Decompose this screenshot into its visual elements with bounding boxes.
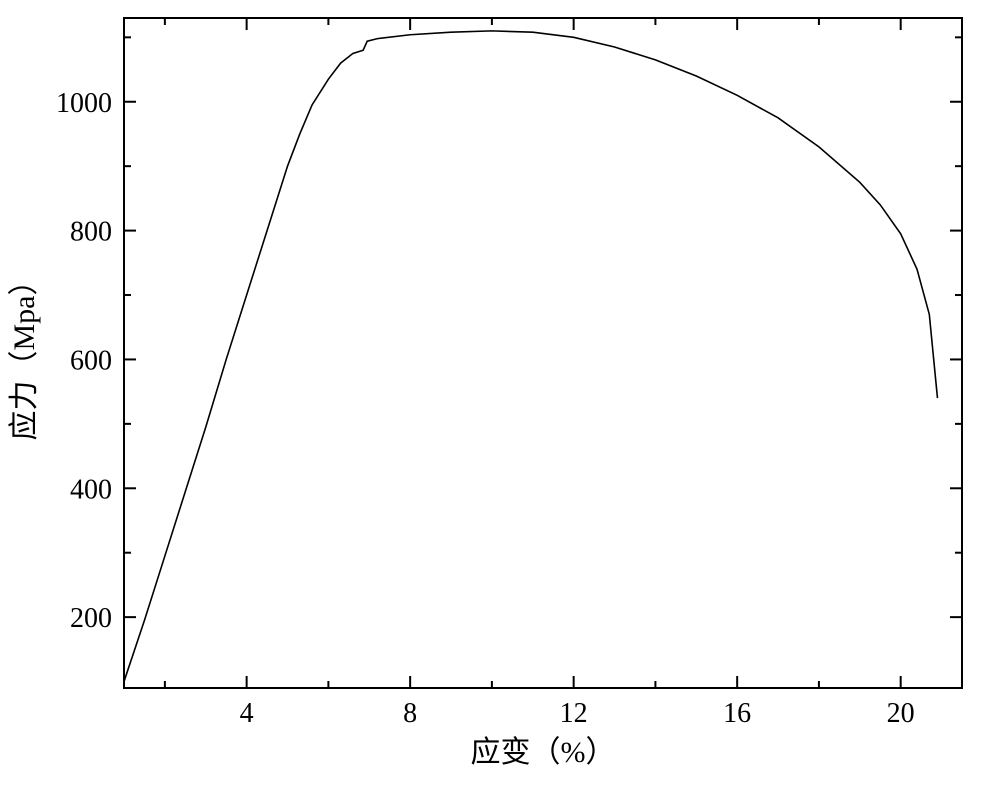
x-axis-title: 应变（%） xyxy=(471,736,616,769)
y-ticks: 200 400 600 800 1000 xyxy=(56,37,962,634)
svg-text:8: 8 xyxy=(403,698,417,729)
svg-text:400: 400 xyxy=(70,474,112,505)
svg-text:16: 16 xyxy=(723,698,751,729)
stress-strain-chart: 4 8 12 16 20 200 400 600 800 1000 应变（%） 应力（Mpa） xyxy=(0,0,1000,789)
x-ticks: 4 8 12 16 20 xyxy=(165,18,915,729)
svg-text:1000: 1000 xyxy=(56,88,112,119)
svg-text:4: 4 xyxy=(240,698,254,729)
plot-frame xyxy=(124,18,962,688)
svg-text:600: 600 xyxy=(70,345,112,376)
svg-text:800: 800 xyxy=(70,217,112,248)
y-axis-title: 应力（Mpa） xyxy=(8,266,41,441)
svg-text:20: 20 xyxy=(887,698,915,729)
series-line xyxy=(124,31,937,682)
svg-text:12: 12 xyxy=(560,698,588,729)
svg-text:200: 200 xyxy=(70,603,112,634)
